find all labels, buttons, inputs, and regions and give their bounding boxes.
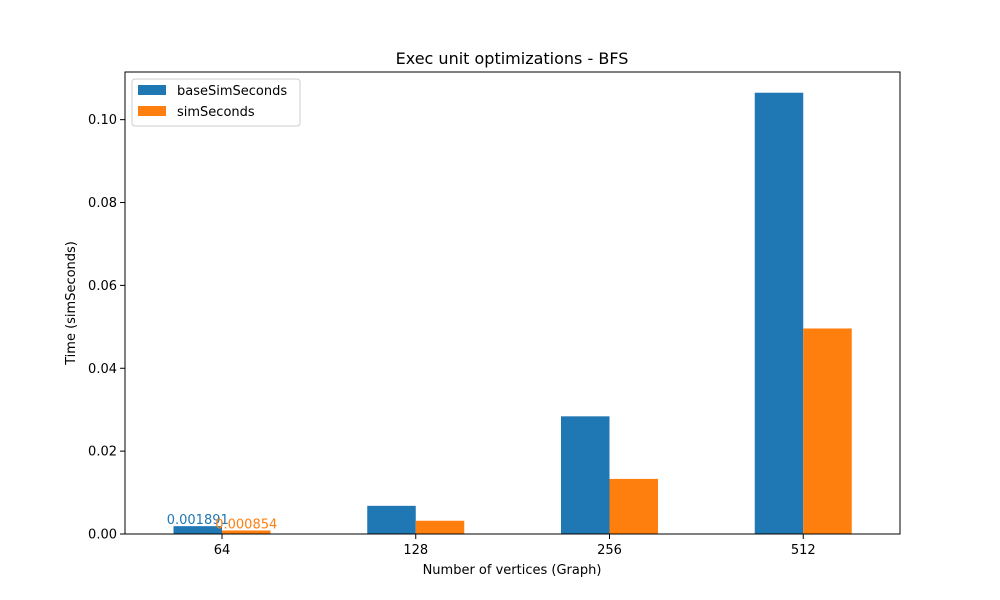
y-tick-label: 0.10 [88,113,117,128]
x-axis-title: Number of vertices (Graph) [423,563,602,578]
bar-baseSimSeconds-128 [367,505,416,534]
data-label-simSeconds-64: 0.000854 [215,517,277,532]
legend-swatch-simSeconds [138,106,166,116]
data-label-baseSimSeconds-64: 0.001891 [167,513,229,528]
y-axis: 0.00 0.02 0.04 0.06 0.08 0.10 [88,113,125,543]
y-tick-label: 0.06 [88,279,117,294]
bar-simSeconds-512 [803,328,852,534]
x-tick-label: 128 [403,543,428,558]
x-tick-label: 512 [791,543,816,558]
bar-simSeconds-128 [415,520,465,534]
bars-layer [173,92,852,534]
y-tick-label: 0.02 [88,445,117,460]
legend: baseSimSeconds simSeconds [131,78,301,127]
x-axis: 64 128 256 512 [214,534,816,558]
legend-label-simSeconds: simSeconds [177,105,255,120]
bar-baseSimSeconds-512 [754,92,804,534]
y-axis-title: Time (simSeconds) [64,241,79,366]
bar-baseSimSeconds-256 [561,416,610,534]
x-tick-label: 64 [214,543,231,558]
y-tick-label: 0.08 [88,196,117,211]
plot-frame [124,71,901,535]
legend-swatch-baseSimSeconds [138,85,166,95]
bar-simSeconds-256 [609,478,658,534]
bar-simSeconds-64 [222,530,271,534]
legend-label-baseSimSeconds: baseSimSeconds [177,84,287,99]
chart-title: Exec unit optimizations - BFS [396,49,629,68]
y-tick-label: 0.04 [88,362,117,377]
x-tick-label: 256 [597,543,622,558]
bar-baseSimSeconds-64 [173,526,222,534]
legend-frame [131,78,301,127]
y-tick-label: 0.00 [88,528,117,543]
